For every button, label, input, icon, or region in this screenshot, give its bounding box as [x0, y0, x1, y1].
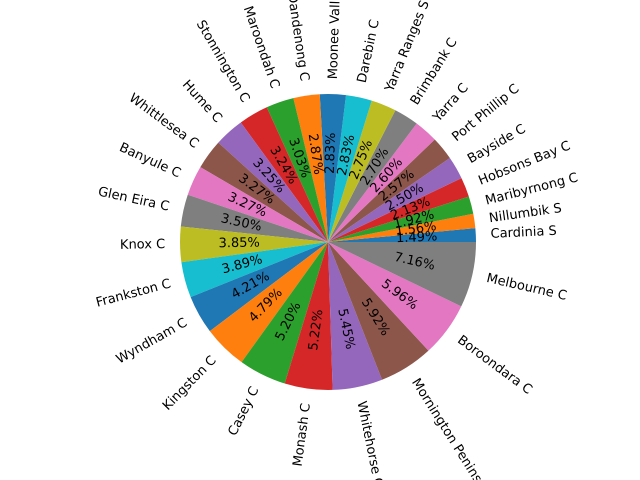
slice-label: Whitehorse C — [353, 400, 385, 480]
slice-label: Casey C — [226, 385, 263, 439]
pie-slice — [328, 242, 383, 390]
pie-slice — [328, 242, 476, 307]
pie-slice — [328, 110, 417, 243]
slice-label: Cardinia S — [490, 224, 557, 242]
slice-label: Wyndham C — [114, 315, 190, 367]
slice-label: Moonee Valley C — [326, 0, 345, 80]
pie-slice — [266, 98, 328, 243]
pie-slice — [180, 194, 328, 242]
slice-label: Mornington Peninsula S — [408, 376, 502, 480]
slice-label: Frankston C — [94, 276, 172, 310]
pie-slice — [241, 242, 328, 384]
slice-label: Hume C — [179, 77, 225, 126]
pie-slice — [200, 142, 328, 242]
pie-slice — [328, 228, 476, 242]
pie-slice — [284, 242, 333, 390]
pie-slice — [209, 242, 328, 363]
slice-label: Monash C — [291, 402, 314, 467]
pie-slice — [293, 94, 328, 242]
slice-label: Glen Eira C — [97, 184, 171, 214]
pie-slice — [328, 242, 429, 380]
pie-slice — [179, 226, 328, 263]
slice-label: Melbourne C — [485, 271, 568, 304]
slice-label: Dandenong C — [284, 0, 312, 82]
pie-slice — [328, 139, 450, 242]
pie-slice — [328, 196, 474, 242]
slice-label: Kingston C — [160, 353, 220, 413]
pie-slice — [328, 158, 462, 242]
percent-label: 1.49% — [396, 229, 438, 246]
pie-slice — [328, 178, 469, 242]
slice-label: Maroondah C — [240, 4, 282, 90]
percent-label: 1.56% — [394, 219, 437, 240]
percent-label: 2.83% — [323, 132, 339, 174]
pie-slice — [328, 100, 396, 242]
pie-slice — [240, 107, 328, 242]
percent-label: 5.22% — [306, 309, 326, 352]
pie-slice — [218, 122, 328, 242]
slice-label: Whittlesea C — [126, 91, 201, 152]
slice-label: Knox C — [120, 237, 165, 253]
slice-label: Darebin C — [355, 18, 383, 84]
percent-label: 2.87% — [305, 133, 326, 176]
percent-label: 3.85% — [218, 236, 260, 252]
pie-slice — [190, 242, 328, 332]
pie-slice — [328, 95, 372, 242]
pie-slice — [328, 242, 462, 351]
pie-slice — [328, 213, 476, 242]
pie-slice — [187, 167, 328, 242]
pie-slice — [328, 123, 435, 242]
slice-label: Banyule C — [117, 140, 183, 181]
pie-slice — [319, 93, 347, 242]
slice-label: Boroondara C — [454, 333, 534, 398]
pie-slice — [181, 242, 328, 298]
